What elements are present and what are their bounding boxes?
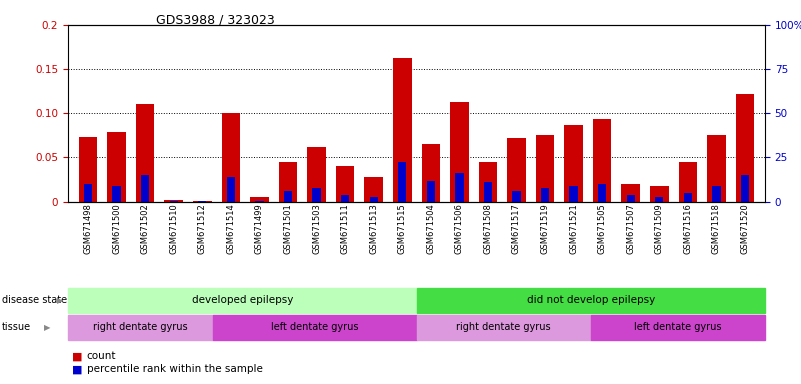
Bar [227,177,235,202]
Bar [250,197,268,202]
Bar [541,189,549,202]
Bar [193,201,211,202]
Bar [170,201,178,202]
Bar [136,104,155,202]
Bar [484,182,492,202]
Bar [598,184,606,202]
Bar [141,175,149,202]
Bar [421,144,440,202]
Text: developed epilepsy: developed epilepsy [191,295,293,306]
Bar [650,186,669,202]
Text: disease state: disease state [2,295,66,306]
Text: right dentate gyrus: right dentate gyrus [94,322,188,333]
Bar [741,175,749,202]
Bar [256,201,264,202]
Bar [336,166,354,202]
Bar [393,58,412,202]
Bar [570,186,578,202]
Text: left dentate gyrus: left dentate gyrus [634,322,722,333]
Bar [198,201,207,202]
Bar [565,125,583,202]
Bar [364,177,383,202]
Bar [479,162,497,202]
Bar [78,137,98,202]
Bar [164,200,183,202]
Bar [655,197,663,202]
Bar [398,162,406,202]
Text: did not develop epilepsy: did not develop epilepsy [526,295,655,306]
Bar [626,195,635,202]
Bar [369,197,378,202]
Text: tissue: tissue [2,322,30,333]
Bar [735,94,755,202]
Bar [513,191,521,202]
Bar [84,184,92,202]
Bar [712,186,721,202]
Bar [684,193,692,202]
Bar [222,113,240,202]
Bar [341,195,349,202]
Bar [707,136,726,202]
Bar [284,191,292,202]
Bar [450,102,469,202]
Bar [279,162,297,202]
Text: ▶: ▶ [57,296,63,305]
Bar [593,119,611,202]
Bar [427,181,435,202]
Bar [112,186,121,202]
Bar [678,162,697,202]
Text: percentile rank within the sample: percentile rank within the sample [87,364,263,374]
Text: ▶: ▶ [44,323,50,332]
Bar [622,184,640,202]
Text: count: count [87,351,116,361]
Bar [455,173,464,202]
Bar [308,147,326,202]
Bar [507,138,525,202]
Bar [536,136,554,202]
Text: ■: ■ [72,364,83,374]
Text: right dentate gyrus: right dentate gyrus [457,322,551,333]
Bar [312,189,320,202]
Text: ■: ■ [72,351,83,361]
Text: GDS3988 / 323023: GDS3988 / 323023 [156,13,275,26]
Text: left dentate gyrus: left dentate gyrus [272,322,359,333]
Bar [107,132,126,202]
